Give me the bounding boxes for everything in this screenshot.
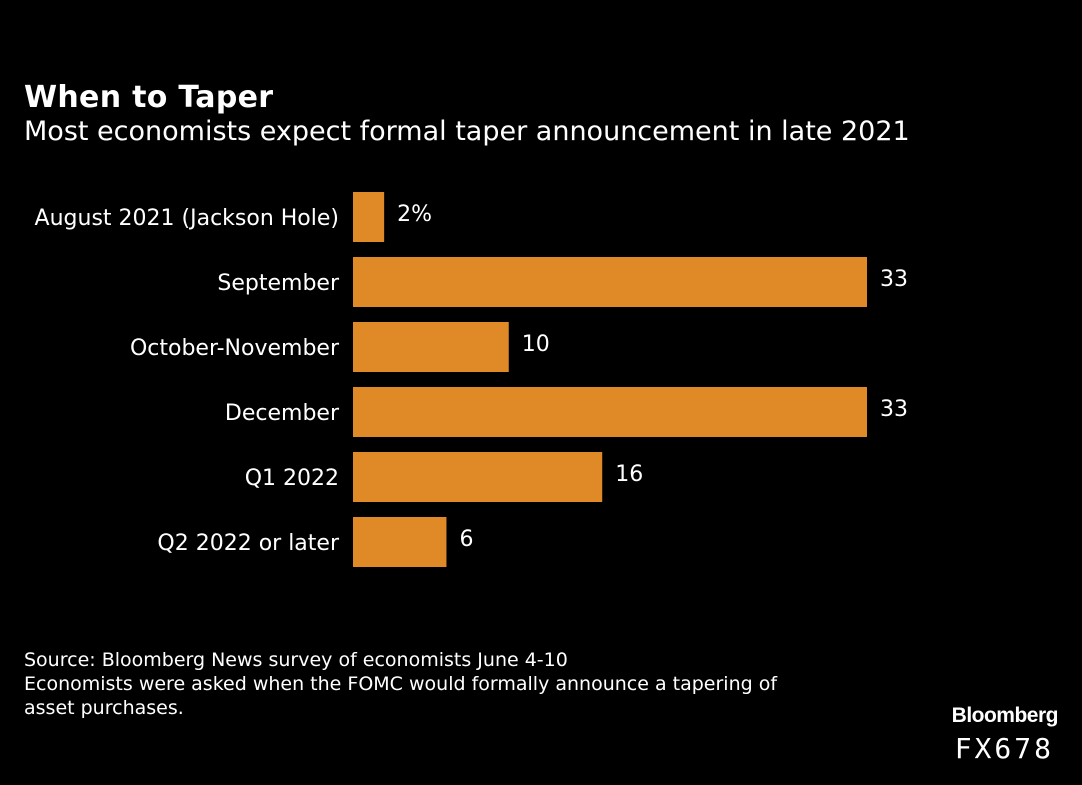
value-label: 33: [880, 397, 908, 422]
bar: [353, 257, 867, 307]
category-label: Q1 2022: [245, 466, 339, 491]
chart-footer: Source: Bloomberg News survey of economi…: [24, 648, 777, 720]
bar: [353, 452, 603, 502]
chart-title: When to Taper: [24, 80, 274, 115]
value-label: 33: [880, 267, 908, 292]
chart-code: FX678: [954, 732, 1054, 765]
category-label: Q2 2022 or later: [157, 531, 340, 556]
category-label: December: [225, 401, 340, 426]
bar: [353, 322, 509, 372]
bar: [353, 387, 867, 437]
bar: [353, 517, 447, 567]
value-label: 10: [522, 332, 550, 357]
category-label: September: [217, 271, 340, 296]
footnote-line-2: asset purchases.: [24, 697, 184, 719]
bloomberg-logo: Bloomberg: [951, 704, 1059, 727]
footnote-line-1: Economists were asked when the FOMC woul…: [24, 673, 778, 695]
category-label: August 2021 (Jackson Hole): [35, 206, 339, 231]
source-note: Source: Bloomberg News survey of economi…: [24, 649, 568, 671]
category-label: October-November: [130, 336, 340, 361]
value-label: 2%: [397, 202, 432, 227]
value-label: 6: [459, 527, 473, 552]
bar: [353, 192, 385, 242]
value-label: 16: [615, 462, 643, 487]
chart-subtitle: Most economists expect formal taper anno…: [24, 116, 910, 147]
